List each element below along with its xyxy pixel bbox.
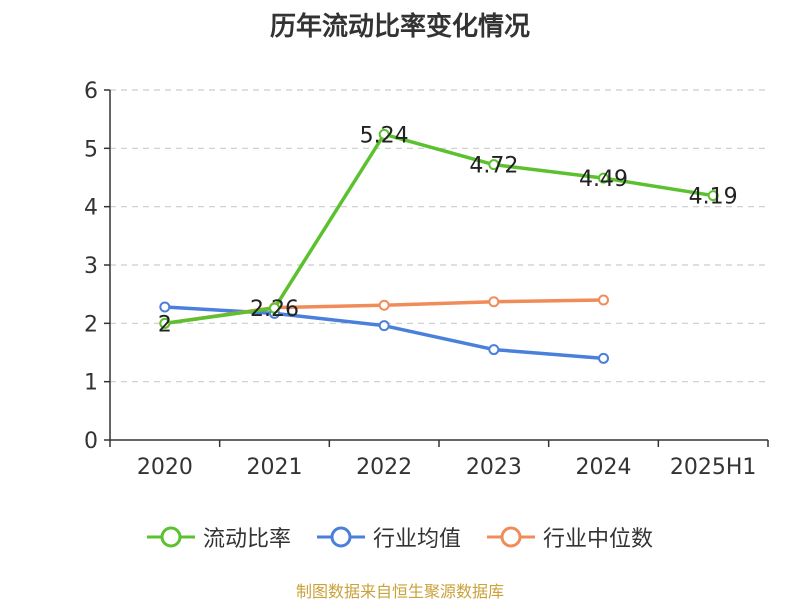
x-tick-label: 2022 — [356, 455, 412, 480]
series-industry-median-point — [488, 296, 500, 308]
data-label: 4.19 — [689, 185, 738, 210]
legend-item-industry-average[interactable]: 行业均值 — [316, 521, 461, 553]
series-industry-median-point — [598, 294, 609, 306]
x-tick-label: 2025H1 — [670, 455, 757, 480]
y-tick-label: 1 — [84, 371, 98, 396]
series-current-ratio-line — [164, 132, 714, 326]
line-chart: 0 1 2 3 4 5 6 2020 2021 2022 2023 2024 2025H1 2 2.26 5… — [84, 79, 769, 480]
series-industry-average-point — [488, 344, 500, 356]
legend-label: 流动比率 — [202, 527, 291, 552]
legend-item-current-ratio[interactable]: 流动比率 — [146, 521, 291, 553]
legend: 流动比率 行业均值 行业中位数 — [0, 520, 800, 554]
series-current-ratio-point — [159, 317, 171, 329]
y-tick-label: 2 — [84, 312, 98, 337]
series-current-ratio-point — [598, 172, 609, 184]
y-tick-label: 6 — [84, 79, 98, 104]
x-tick-label: 2021 — [247, 455, 303, 480]
series-current-ratio-point — [378, 128, 390, 140]
series-industry-median-point — [378, 299, 390, 311]
axes: 0 1 2 3 4 5 6 2020 2021 2022 2023 2024 2025H1 — [84, 79, 769, 480]
legend-label: 行业均值 — [372, 527, 461, 552]
series-current-ratio-point — [488, 159, 500, 171]
x-tick-label: 2024 — [576, 455, 632, 480]
y-tick-label: 5 — [84, 137, 98, 162]
data-source-note: 制图数据来自恒生聚源数据库 — [295, 582, 504, 601]
data-label: 4.49 — [579, 167, 628, 192]
data-label: 5.24 — [360, 123, 409, 148]
legend-label: 行业中位数 — [543, 527, 654, 552]
series-current-ratio-point — [269, 302, 280, 314]
line-marker-icon — [316, 526, 365, 548]
line-marker-icon — [487, 526, 535, 548]
series-industry-average-point — [159, 301, 171, 313]
series-current-ratio-point — [707, 190, 719, 202]
data-label: 2.26 — [250, 297, 299, 322]
series-industry-average-point — [378, 320, 390, 332]
x-tick-label: 2023 — [466, 455, 522, 480]
y-tick-label: 0 — [84, 429, 98, 454]
chart-title: 历年流动比率变化情况 — [269, 12, 530, 42]
data-label: 2 — [158, 312, 172, 337]
y-tick-label: 3 — [84, 254, 98, 279]
data-label: 4.72 — [469, 154, 518, 179]
line-marker-icon — [146, 526, 195, 548]
y-tick-label: 4 — [84, 196, 98, 221]
data-labels: 2 2.26 5.24 4.72 4.49 4.19 — [158, 123, 738, 337]
series — [159, 128, 719, 364]
x-tick-label: 2020 — [137, 455, 193, 480]
series-industry-average-point — [598, 352, 609, 364]
legend-item-industry-median[interactable]: 行业中位数 — [487, 521, 653, 553]
